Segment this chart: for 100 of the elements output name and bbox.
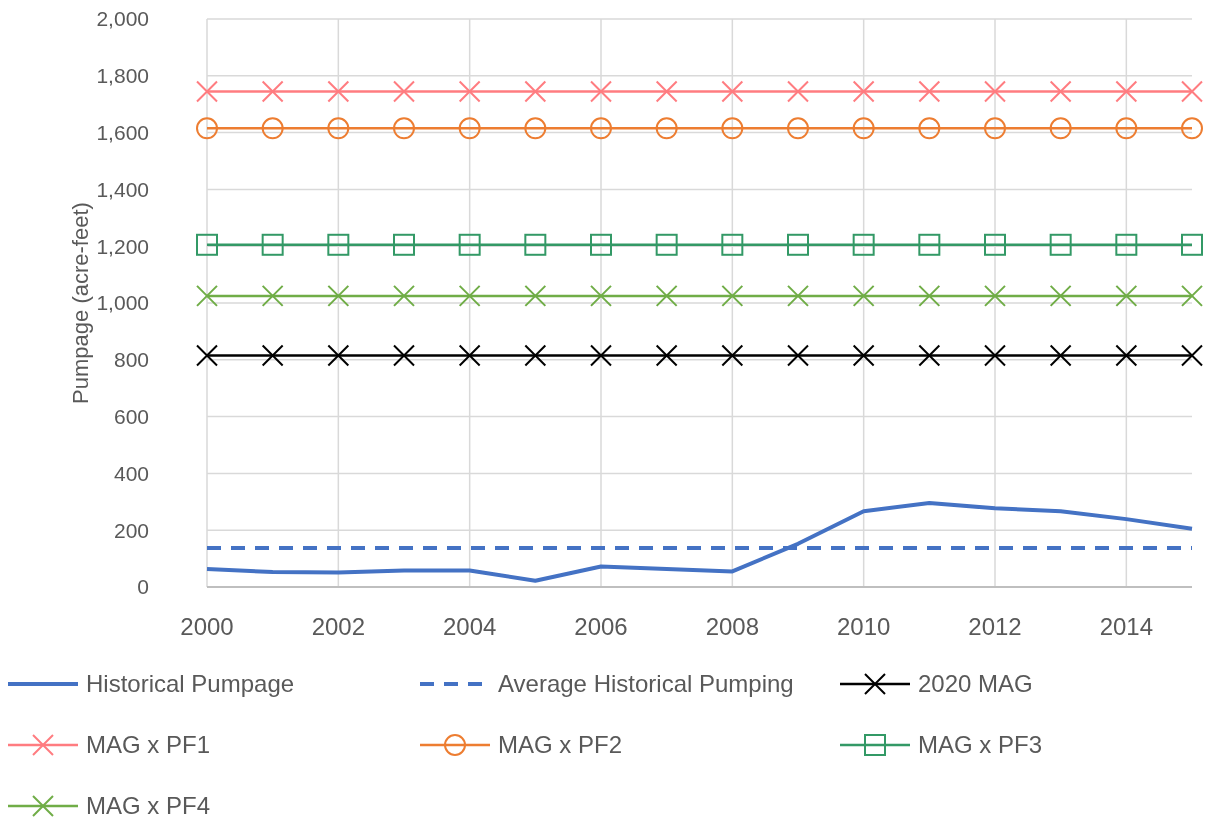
point (458, 284, 481, 307)
point (655, 344, 678, 367)
point (1049, 80, 1072, 103)
y-tick-label: 800 (113, 348, 149, 372)
y-axis-title: Pumpage (acre-feet) (68, 202, 93, 404)
point (1115, 284, 1138, 307)
legend-label: 2020 MAG (918, 670, 1033, 698)
point (327, 344, 350, 367)
x-tick-label: 2002 (311, 613, 366, 640)
point (852, 233, 875, 256)
point (918, 117, 941, 140)
point (524, 80, 547, 103)
point (1181, 344, 1203, 367)
y-tick-label: 600 (113, 404, 149, 428)
point (852, 284, 875, 307)
point (984, 80, 1006, 103)
x-tick-label: 2000 (180, 613, 234, 640)
point (196, 284, 218, 307)
point (721, 80, 744, 103)
point (524, 117, 547, 140)
point (1049, 117, 1072, 140)
point (524, 233, 547, 256)
point (261, 344, 284, 367)
point (984, 284, 1006, 307)
x-tick-label: 2006 (574, 613, 628, 640)
y-tick-label: 1,800 (96, 64, 149, 88)
point (852, 80, 875, 103)
point (590, 344, 612, 367)
point (196, 344, 218, 367)
point (590, 117, 612, 140)
point (918, 80, 941, 103)
point (458, 344, 481, 367)
point (261, 117, 284, 140)
point (393, 117, 415, 140)
y-tick-label: 200 (113, 518, 149, 542)
point (984, 233, 1006, 256)
point (590, 80, 612, 103)
point (196, 117, 218, 140)
point (393, 344, 415, 367)
point (1181, 80, 1203, 103)
y-tick-label: 1,000 (96, 291, 149, 315)
point (1181, 117, 1203, 140)
point (196, 80, 218, 103)
point (261, 284, 284, 307)
point (984, 344, 1006, 367)
point (1115, 80, 1138, 103)
point (721, 344, 744, 367)
point (787, 284, 809, 307)
legend-label: MAG x PF3 (918, 731, 1043, 759)
y-tick-label: 1,400 (96, 177, 149, 201)
point (393, 80, 415, 103)
point (1181, 233, 1203, 256)
x-tick-label: 2010 (836, 613, 891, 640)
point (393, 233, 415, 256)
x-tick-label: 2014 (1099, 613, 1154, 640)
point (261, 233, 284, 256)
point (1115, 233, 1138, 256)
line-series (205, 500, 1194, 583)
point (1181, 284, 1203, 307)
point (655, 80, 678, 103)
point (1049, 344, 1072, 367)
point (1049, 233, 1072, 256)
point (1115, 117, 1138, 140)
y-tick-label: 1,600 (96, 120, 149, 144)
point (655, 284, 678, 307)
legend-label: MAG x PF2 (498, 731, 623, 759)
point (393, 284, 415, 307)
point (852, 117, 875, 140)
y-tick-label: 1,200 (96, 234, 149, 258)
point (787, 117, 809, 140)
point (458, 80, 481, 103)
point (1115, 344, 1138, 367)
point (655, 233, 678, 256)
point (721, 117, 744, 140)
point (524, 344, 547, 367)
point (787, 80, 809, 103)
point (524, 284, 547, 307)
point (327, 117, 350, 140)
point (852, 344, 875, 367)
point (918, 284, 941, 307)
y-tick-label: 0 (137, 575, 149, 599)
point (918, 344, 941, 367)
point (590, 233, 612, 256)
point (655, 117, 678, 140)
legend-label: MAG x PF1 (86, 731, 211, 759)
legend-label: MAG x PF4 (86, 792, 211, 820)
point (458, 233, 481, 256)
x-tick-label: 2012 (968, 613, 1022, 640)
point (787, 233, 809, 256)
point (261, 80, 284, 103)
point (721, 233, 744, 256)
y-tick-label: 400 (113, 461, 149, 485)
point (787, 344, 809, 367)
legend-label: Average Historical Pumping (498, 670, 794, 698)
point (458, 117, 481, 140)
x-tick-label: 2004 (442, 613, 497, 640)
point (721, 284, 744, 307)
point (196, 233, 218, 256)
x-tick-label: 2008 (705, 613, 760, 640)
point (327, 80, 350, 103)
